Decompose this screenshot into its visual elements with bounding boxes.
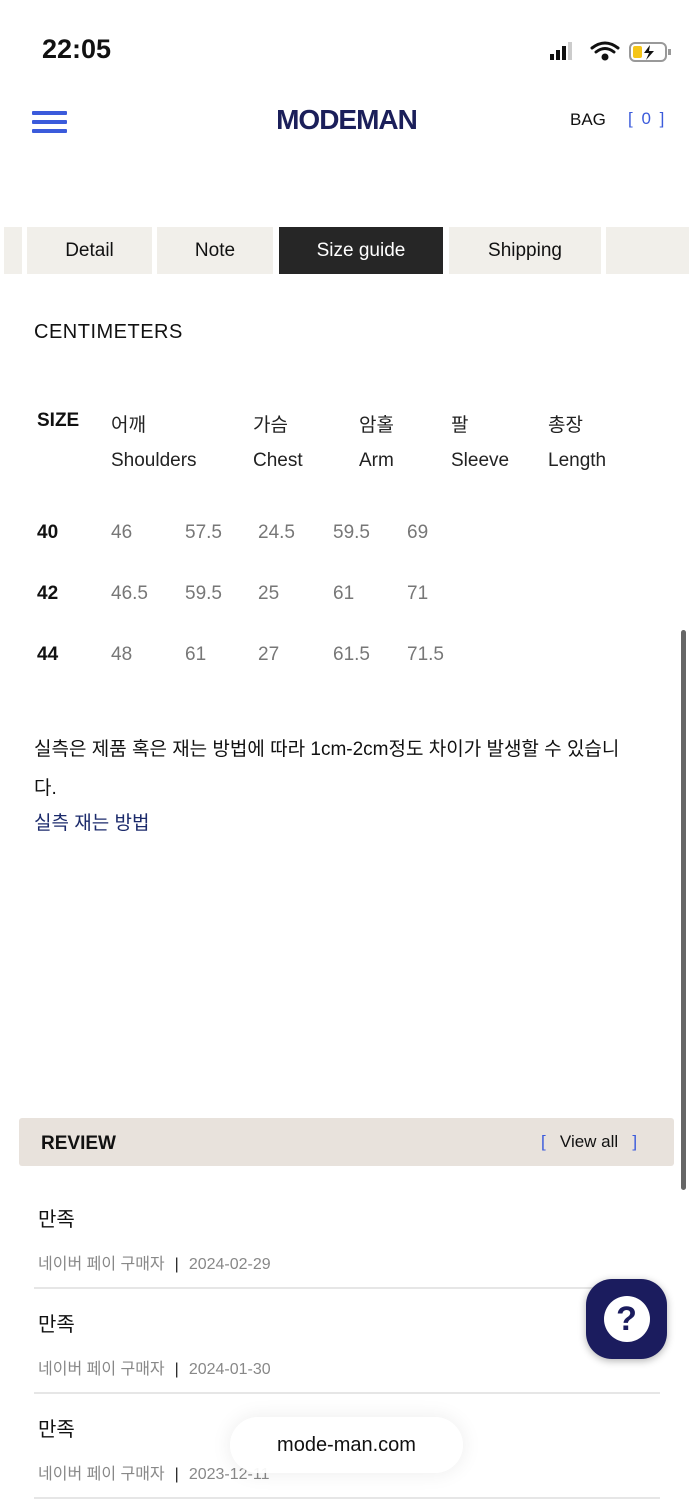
review-title-item[interactable]: 만족 bbox=[38, 1314, 75, 1336]
browser-url-bar[interactable]: mode-man.com bbox=[230, 1417, 463, 1473]
cell: 71 bbox=[407, 583, 429, 604]
status-time: 22:05 bbox=[42, 34, 112, 64]
cell: 48 bbox=[111, 644, 133, 665]
tab-partial-right[interactable] bbox=[606, 227, 689, 274]
measurement-note: 실측은 제품 혹은 재는 방법에 따라 1cm-2cm정도 차이가 발생할 수 … bbox=[34, 739, 620, 799]
tab-note[interactable]: Note bbox=[157, 227, 273, 274]
hamburger-menu-icon[interactable] bbox=[32, 111, 67, 138]
col-header-size: SIZE bbox=[37, 410, 80, 431]
cell: 25 bbox=[258, 583, 280, 604]
col-header-ko: 암홀 bbox=[359, 415, 394, 436]
review-meta: 네이버 페이 구매자 | 2023-12-11 bbox=[38, 1466, 270, 1483]
site-logo[interactable]: MODEMAN bbox=[276, 104, 418, 135]
bracket: ] bbox=[632, 1132, 638, 1151]
divider bbox=[34, 1392, 660, 1394]
battery-icon bbox=[629, 42, 671, 62]
review-date: 2024-02-29 bbox=[188, 1256, 271, 1273]
row-size: 42 bbox=[37, 583, 59, 604]
cell: 46.5 bbox=[111, 583, 148, 604]
review-title: REVIEW bbox=[41, 1133, 116, 1154]
bracket: [ bbox=[541, 1132, 546, 1151]
review-meta: 네이버 페이 구매자 | 2024-01-30 bbox=[38, 1361, 271, 1378]
cell: 61 bbox=[185, 644, 207, 665]
cell: 71.5 bbox=[407, 644, 444, 665]
col-header-en: Arm bbox=[359, 450, 394, 471]
cell: 61.5 bbox=[333, 644, 370, 665]
cell: 59.5 bbox=[185, 583, 222, 604]
col-header-ko: 총장 bbox=[548, 415, 583, 436]
bag-link[interactable]: BAG bbox=[570, 110, 606, 129]
review-meta: 네이버 페이 구매자 | 2024-02-29 bbox=[38, 1256, 271, 1273]
review-author: 네이버 페이 구매자 bbox=[38, 1361, 165, 1378]
review-author: 네이버 페이 구매자 bbox=[38, 1256, 165, 1273]
col-header-en: Length bbox=[548, 450, 607, 471]
scrollbar[interactable] bbox=[681, 630, 686, 1190]
tab-shipping[interactable]: Shipping bbox=[449, 227, 601, 274]
wifi-icon bbox=[590, 41, 620, 61]
col-header-ko: 팔 bbox=[451, 415, 469, 436]
col-header-ko: 어깨 bbox=[111, 415, 146, 436]
question-icon: ? bbox=[603, 1296, 650, 1342]
cell: 57.5 bbox=[185, 522, 222, 543]
review-date: 2024-01-30 bbox=[188, 1361, 271, 1378]
status-icons bbox=[550, 41, 671, 62]
tab-partial-left[interactable] bbox=[4, 227, 22, 274]
col-header-en: Sleeve bbox=[451, 450, 510, 471]
how-to-measure-link[interactable]: 실측 재는 방법 bbox=[34, 813, 150, 834]
view-all-button[interactable]: [ View all ] bbox=[541, 1132, 637, 1152]
cell: 69 bbox=[407, 522, 429, 543]
bag-count[interactable]: [ 0 ] bbox=[628, 109, 667, 128]
col-header-ko: 가슴 bbox=[253, 415, 288, 436]
review-title-item[interactable]: 만족 bbox=[38, 1419, 75, 1441]
signal-icon bbox=[550, 42, 572, 60]
review-header bbox=[19, 1118, 674, 1166]
row-size: 40 bbox=[37, 522, 59, 543]
review-author: 네이버 페이 구매자 bbox=[38, 1466, 165, 1483]
cell: 46 bbox=[111, 522, 133, 543]
cell: 61 bbox=[333, 583, 355, 604]
row-size: 44 bbox=[37, 644, 59, 665]
cell: 24.5 bbox=[258, 522, 295, 543]
tab-detail[interactable]: Detail bbox=[27, 227, 152, 274]
divider bbox=[34, 1287, 660, 1289]
unit-label: CENTIMETERS bbox=[34, 321, 183, 343]
review-title-item[interactable]: 만족 bbox=[38, 1209, 75, 1231]
col-header-en: Shoulders bbox=[111, 450, 197, 471]
help-button[interactable]: ? bbox=[586, 1279, 667, 1359]
tab-size-guide[interactable]: Size guide bbox=[279, 227, 443, 274]
cell: 27 bbox=[258, 644, 280, 665]
divider bbox=[34, 1497, 660, 1499]
col-header-en: Chest bbox=[253, 450, 303, 471]
view-all-label: View all bbox=[559, 1132, 619, 1151]
cell: 59.5 bbox=[333, 522, 370, 543]
